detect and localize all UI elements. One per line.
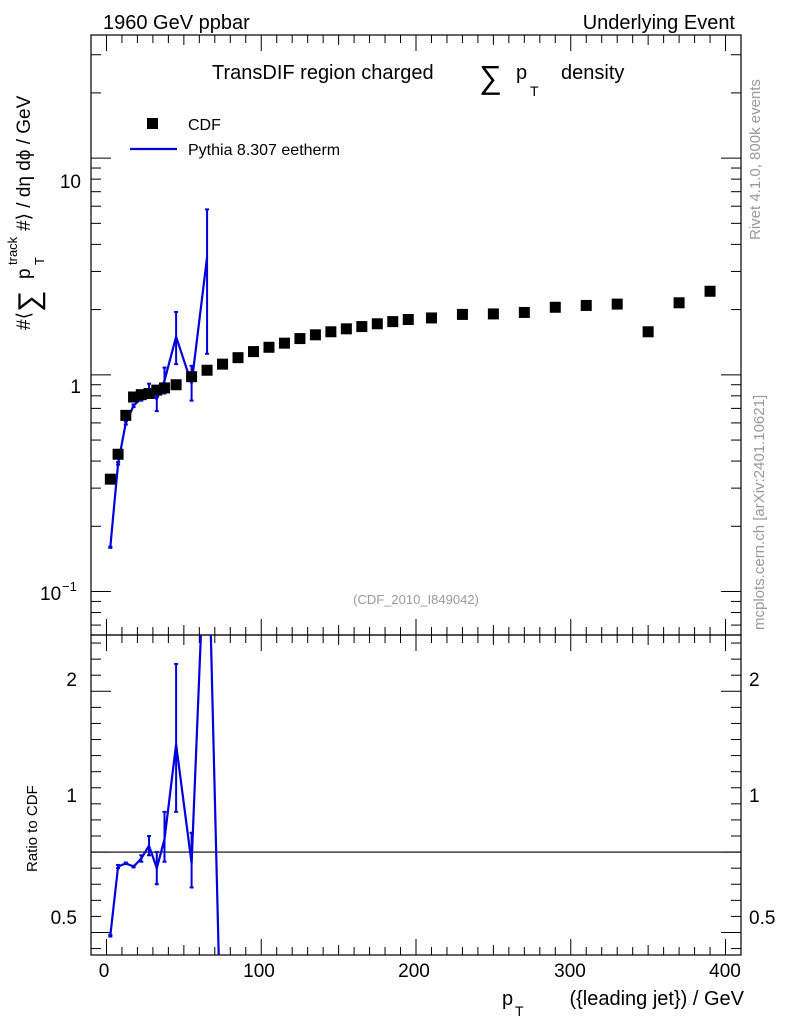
cdf-data-point <box>371 318 383 330</box>
cdf-data-point <box>278 337 290 349</box>
cdf-data-point <box>151 384 163 396</box>
cdf-data-point <box>232 352 244 364</box>
cdf-data-point <box>580 299 592 311</box>
cdf-data-point <box>143 387 155 399</box>
header-right: Underlying Event <box>583 12 736 34</box>
main-y-tick-labels: 10 −1 1 10 <box>40 172 81 605</box>
ratio-data-layer <box>91 635 741 955</box>
legend-marker-cdf <box>147 118 158 129</box>
cdf-data-point <box>325 326 337 338</box>
cdf-data-point <box>340 323 352 335</box>
cdf-data-point <box>387 316 399 328</box>
title-main-text: TransDIF region charged <box>212 62 434 84</box>
ylabel-p-superscript: track <box>5 236 20 265</box>
cdf-data-point <box>518 306 530 318</box>
x-tick-label-0: 0 <box>99 961 110 982</box>
cdf-data-point <box>128 391 140 403</box>
title-sum-symbol: ∑ <box>479 59 502 95</box>
cdf-data-point <box>104 473 116 485</box>
ratio-y-tick-label-0.5-right: 0.5 <box>749 908 775 929</box>
y-tick-label-10: 10 <box>60 172 81 193</box>
cdf-data-point <box>159 382 171 394</box>
ratio-series-line <box>109 635 220 955</box>
cdf-data-point <box>112 448 124 460</box>
cdf-data-point <box>704 285 716 297</box>
legend: CDF Pythia 8.307 eetherm <box>130 117 340 159</box>
cdf-data-point <box>186 371 198 383</box>
legend-label-pythia: Pythia 8.307 eetherm <box>188 142 340 159</box>
ratio-y-tick-label-2: 2 <box>66 670 77 691</box>
cdf-data-point <box>294 333 306 345</box>
cdf-data-point <box>673 297 685 309</box>
cdf-data-point <box>487 308 499 320</box>
cdf-data-point <box>549 301 561 313</box>
cdf-data-point <box>309 329 321 341</box>
cdf-data-point <box>135 389 147 401</box>
cdf-data-point <box>611 298 623 310</box>
ratio-y-tick-label-1: 1 <box>66 786 77 807</box>
ratio-y-axis-label: Ratio to CDF <box>24 785 41 872</box>
plot-title: TransDIF region charged ∑ p T density <box>212 59 624 99</box>
x-tick-label-300: 300 <box>554 961 586 982</box>
ylabel-p: p <box>14 268 35 279</box>
cdf-data-point <box>642 326 654 338</box>
ratio-y-tick-label-0.5: 0.5 <box>51 908 77 929</box>
ylabel-sum-symbol: ∑ <box>13 291 46 312</box>
x-axis-label: p T ({leading jet}) / GeV <box>502 988 745 1019</box>
main-y-axis-label: #⟨ ∑ p track T #⟩ / dη dϕ / GeV <box>5 95 47 330</box>
title-density: density <box>561 62 624 84</box>
x-tick-label-100: 100 <box>243 961 275 982</box>
main-x-ticks <box>90 35 742 635</box>
main-y-ticks <box>91 54 741 626</box>
ratio-y-tick-label-2-right: 2 <box>749 670 760 691</box>
legend-label-cdf: CDF <box>188 117 221 134</box>
ylabel-hash-open: #⟨ <box>14 312 35 330</box>
cdf-data-point <box>170 379 182 391</box>
rivet-version-label: Rivet 4.1.0, 800k events <box>747 79 764 240</box>
cdf-data-point <box>456 308 468 320</box>
x-tick-labels: 0 100 200 300 400 <box>99 961 741 982</box>
cdf-data-point <box>120 409 132 421</box>
cdf-data-point <box>425 312 437 324</box>
x-tick-label-400: 400 <box>709 961 741 982</box>
xlabel-rest: ({leading jet}) / GeV <box>569 988 744 1010</box>
ratio-y-tick-labels: 2 1 0.5 2 1 0.5 <box>51 670 776 929</box>
ratio-ticks <box>90 635 742 955</box>
y-tick-label-0.1: 10 <box>40 584 61 605</box>
mcplots-label: mcplots.cern.ch [arXiv:2401.10621] <box>751 395 768 630</box>
analysis-watermark: (CDF_2010_I849042) <box>353 592 479 607</box>
main-data-layer <box>104 208 716 549</box>
cdf-data-point <box>248 346 259 358</box>
y-tick-label-1: 1 <box>70 377 81 398</box>
xlabel-p: p <box>502 988 513 1010</box>
pythia-series-line <box>109 256 209 548</box>
ratio-y-tick-label-1-right: 1 <box>749 786 760 807</box>
y-tick-label-0.1-exponent: −1 <box>62 579 77 594</box>
ylabel-rest: #⟩ / dη dϕ / GeV <box>14 95 35 231</box>
cdf-data-point <box>217 358 229 370</box>
xlabel-p-subscript: T <box>515 1003 524 1019</box>
x-tick-label-200: 200 <box>398 961 430 982</box>
ylabel-p-subscript: T <box>32 257 47 265</box>
cdf-data-point <box>263 341 275 353</box>
cdf-data-point <box>356 321 368 333</box>
cdf-data-point <box>402 314 414 326</box>
cdf-data-point <box>201 364 213 376</box>
title-p: p <box>516 62 527 84</box>
title-p-subscript: T <box>530 83 539 99</box>
ratio-plot-frame <box>90 634 742 956</box>
header-left: 1960 GeV ppbar <box>103 12 250 34</box>
